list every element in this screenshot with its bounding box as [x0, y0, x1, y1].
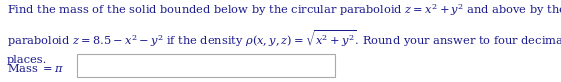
Text: Find the mass of the solid bounded below by the circular paraboloid $z = x^2 + y: Find the mass of the solid bounded below…	[7, 2, 561, 18]
Text: places.: places.	[7, 55, 47, 65]
Text: Mass $= \pi$: Mass $= \pi$	[7, 62, 64, 74]
Text: paraboloid $z = 8.5 - x^2 - y^2$ if the density $\rho(x, y, z) = \sqrt{x^2 + y^2: paraboloid $z = 8.5 - x^2 - y^2$ if the …	[7, 29, 561, 49]
FancyBboxPatch shape	[77, 54, 335, 77]
